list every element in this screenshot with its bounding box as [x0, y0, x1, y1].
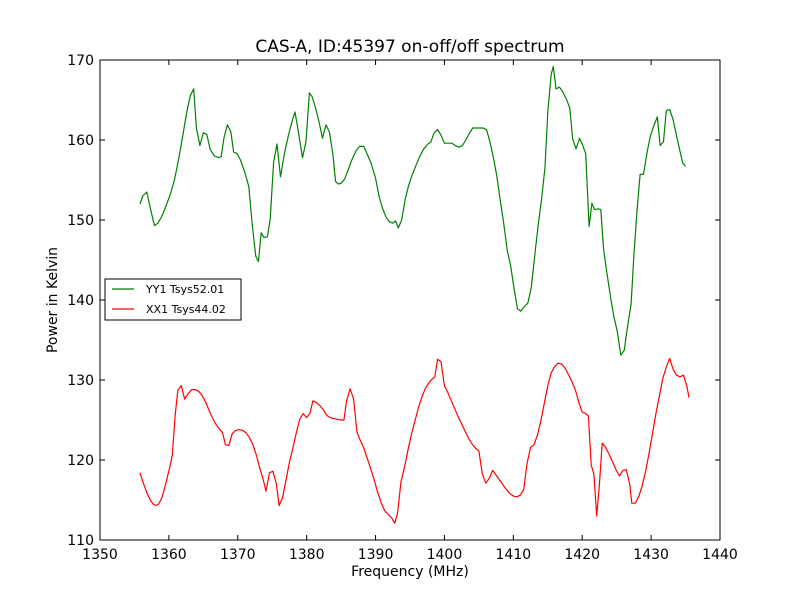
x-tick-label: 1370	[220, 547, 256, 563]
series-line-0	[139, 65, 687, 356]
x-tick-label: 1380	[289, 547, 325, 563]
axis-layer: 1350 1360 1370 1380 1390 1400 1410 1420 1430 1440…	[67, 53, 738, 563]
y-tick-label: 170	[67, 53, 94, 69]
x-tick-label: 1360	[151, 547, 187, 563]
legend: YY1 Tsys52.01 XX1 Tsys44.02	[104, 278, 242, 321]
y-axis-label: Power in Kelvin	[45, 247, 61, 353]
x-tick-label: 1430	[633, 547, 669, 563]
legend-box	[104, 278, 242, 321]
y-tick-label: 110	[67, 533, 94, 549]
x-tick-label: 1410	[496, 547, 532, 563]
y-tick-label: 140	[67, 293, 94, 309]
x-tick-label: 1350	[82, 547, 118, 563]
x-tick-label: 1390	[358, 547, 394, 563]
chart-title: CAS-A, ID:45397 on-off/off spectrum	[255, 37, 564, 57]
x-axis-label: Frequency (MHz)	[351, 564, 469, 580]
legend-label-yy1: YY1 Tsys52.01	[145, 283, 224, 296]
series-layer	[139, 65, 690, 524]
x-tick-label: 1420	[564, 547, 600, 563]
x-tick-label: 1400	[427, 547, 463, 563]
y-tick-label: 160	[67, 133, 94, 149]
y-tick-label: 120	[67, 453, 94, 469]
y-tick-label: 150	[67, 213, 94, 229]
x-tick-label: 1440	[702, 547, 738, 563]
series-line-1	[139, 357, 690, 524]
legend-label-xx1: XX1 Tsys44.02	[146, 303, 226, 316]
y-tick-label: 130	[67, 373, 94, 389]
